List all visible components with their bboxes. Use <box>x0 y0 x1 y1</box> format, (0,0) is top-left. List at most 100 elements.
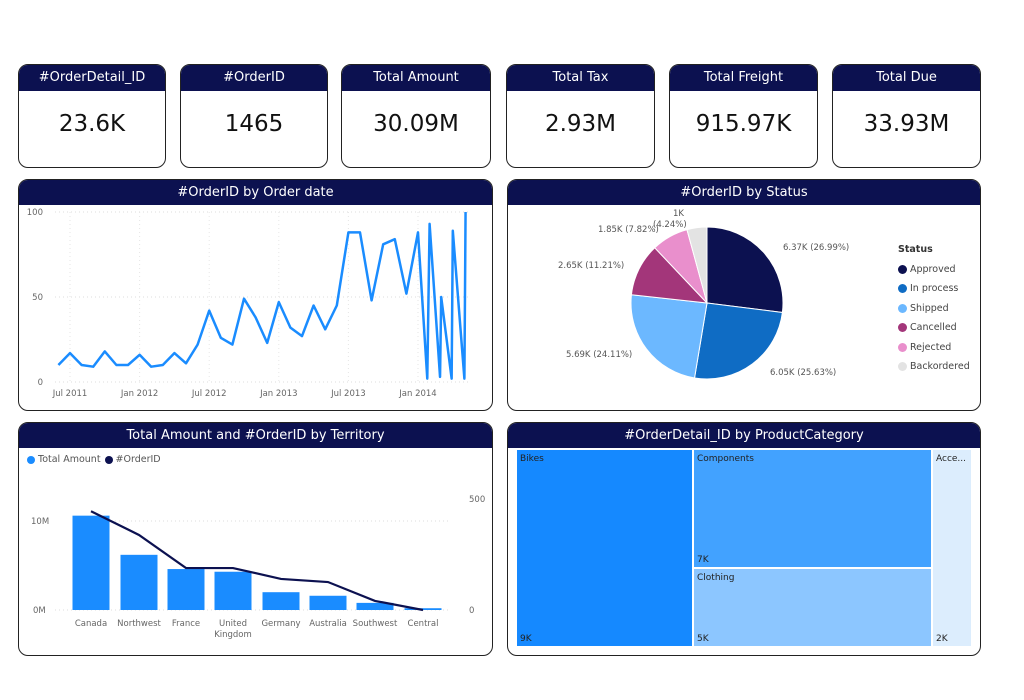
chart-title: #OrderID by Order date <box>19 180 492 205</box>
kpi-value: 33.93M <box>863 111 950 137</box>
legend-label: Rejected <box>910 341 952 353</box>
legend-item[interactable]: Shipped <box>898 299 970 319</box>
tile-value: 5K <box>697 634 709 644</box>
bar-northwest <box>120 554 158 610</box>
treemap-tile-bikes[interactable]: Bikes 9K <box>517 450 692 646</box>
kpi-label: #OrderDetail_ID <box>19 65 165 91</box>
kpi-card-total-freight: Total Freight 915.97K <box>669 64 818 168</box>
legend-label[interactable]: #OrderID <box>115 454 161 465</box>
treemap-tile-components[interactable]: Components 7K <box>694 450 931 567</box>
pie-chart[interactable] <box>508 205 981 410</box>
kpi-label: Total Due <box>833 65 980 91</box>
legend-label: In process <box>910 283 959 295</box>
bar-france <box>167 569 205 610</box>
y-right-tick: 500 <box>469 495 485 505</box>
x-tick-label: Jan 2012 <box>120 389 158 399</box>
legend-item[interactable]: In process <box>898 279 970 299</box>
line-chart[interactable]: 0 50 100 Jul 2011 Jan 2012 Jul 2012 Jan 2013 Ju… <box>19 205 492 410</box>
bar-chart-panel: Total Amount and #OrderID by Territory T… <box>18 422 493 656</box>
pie-label-in-process: 6.05K (25.63%) <box>770 368 837 378</box>
legend-item[interactable]: Approved <box>898 260 970 280</box>
legend-label: Cancelled <box>910 322 957 334</box>
x-tick-label: Jul 2012 <box>191 389 227 399</box>
x-tick-label: Northwest <box>117 619 161 629</box>
pie-label-approved: 6.37K (26.99%) <box>783 243 850 253</box>
x-tick-label: Southwest <box>353 619 398 629</box>
pie-label-backordered-value: 1K <box>673 209 684 219</box>
kpi-card-orderdetail-id: #OrderDetail_ID 23.6K <box>18 64 166 168</box>
x-tick-label: Germany <box>261 619 300 629</box>
legend-label[interactable]: Total Amount <box>38 454 101 465</box>
legend-item[interactable]: Backordered <box>898 357 970 377</box>
legend-item[interactable]: Rejected <box>898 338 970 358</box>
y-tick-label: 100 <box>27 208 43 218</box>
bar-southwest <box>356 602 394 610</box>
pie-slice-approved <box>706 226 784 314</box>
combo-chart[interactable]: 0M 10M 0 500 Canada Northwest France United King… <box>19 448 492 655</box>
chart-title: #OrderDetail_ID by ProductCategory <box>508 423 980 448</box>
pie-chart-panel: #OrderID by Status <box>507 179 981 411</box>
treemap-tile-accessories[interactable]: Acce... 2K <box>933 450 971 646</box>
pie-label-shipped: 5.69K (24.11%) <box>566 350 633 360</box>
line-series <box>57 211 467 380</box>
tile-label: Bikes <box>520 454 544 464</box>
legend-dot-icon <box>898 323 907 333</box>
bar-united-kingdom <box>214 571 252 610</box>
pie-slice-shipped <box>630 294 708 379</box>
kpi-value: 2.93M <box>544 111 617 137</box>
x-tick-label: Central <box>408 619 439 629</box>
y-left-tick: 10M <box>31 517 49 527</box>
kpi-label: #OrderID <box>181 65 327 91</box>
pie-label-backordered-pct: (4.24%) <box>653 220 687 230</box>
y-tick-label: 50 <box>32 293 43 303</box>
y-left-tick: 0M <box>33 606 46 616</box>
kpi-card-total-amount: Total Amount 30.09M <box>341 64 491 168</box>
tile-value: 2K <box>936 634 948 644</box>
bar-legend: Total Amount #OrderID <box>27 454 161 465</box>
tile-label: Components <box>697 454 754 464</box>
legend-dot-icon <box>898 303 907 313</box>
x-tick-label: Jan 2013 <box>259 389 297 399</box>
legend-dot-icon <box>898 342 907 352</box>
legend-dot-icon <box>104 455 113 464</box>
chart-title: Total Amount and #OrderID by Territory <box>19 423 492 448</box>
x-tick-label: France <box>172 619 200 629</box>
legend-item[interactable]: Cancelled <box>898 318 970 338</box>
kpi-card-total-tax: Total Tax 2.93M <box>506 64 655 168</box>
kpi-value: 23.6K <box>58 111 126 137</box>
bar-canada <box>72 515 110 610</box>
kpi-value: 30.09M <box>373 111 459 137</box>
legend-dot-icon <box>898 284 907 294</box>
kpi-value: 915.97K <box>695 111 792 137</box>
kpi-label: Total Amount <box>342 65 490 91</box>
x-tick-label: Canada <box>75 619 107 629</box>
pie-label-rejected: 1.85K (7.82%) <box>598 225 659 235</box>
x-tick-label: Jan 2014 <box>398 389 436 399</box>
treemap-tile-clothing[interactable]: Clothing 5K <box>694 569 931 646</box>
legend-label: Backordered <box>910 361 970 373</box>
orderid-line <box>90 510 424 612</box>
chart-title: #OrderID by Status <box>508 180 980 205</box>
x-tick-label: Australia <box>309 619 347 629</box>
pie-label-cancelled: 2.65K (11.21%) <box>558 261 625 271</box>
legend-label: Approved <box>910 263 956 275</box>
kpi-label: Total Freight <box>670 65 817 91</box>
pie-legend: Status Approved In process Shipped Cance… <box>898 240 970 377</box>
legend-dot-icon <box>27 455 35 464</box>
kpi-value: 1465 <box>224 111 284 137</box>
kpi-card-total-due: Total Due 33.93M <box>832 64 981 168</box>
kpi-card-orderid: #OrderID 1465 <box>180 64 328 168</box>
y-right-tick: 0 <box>469 606 474 616</box>
tile-value: 7K <box>697 555 709 565</box>
kpi-label: Total Tax <box>507 65 654 91</box>
tile-label: Clothing <box>697 573 735 583</box>
pie-slice-in-process <box>693 302 783 380</box>
y-tick-label: 0 <box>38 378 43 388</box>
legend-dot-icon <box>898 362 907 372</box>
x-tick-label: United Kingdom <box>214 619 252 640</box>
bar-australia <box>309 595 347 610</box>
legend-dot-icon <box>898 264 907 274</box>
legend-label: Shipped <box>910 302 949 314</box>
x-tick-label: Jul 2011 <box>52 389 88 399</box>
tile-value: 9K <box>520 634 532 644</box>
